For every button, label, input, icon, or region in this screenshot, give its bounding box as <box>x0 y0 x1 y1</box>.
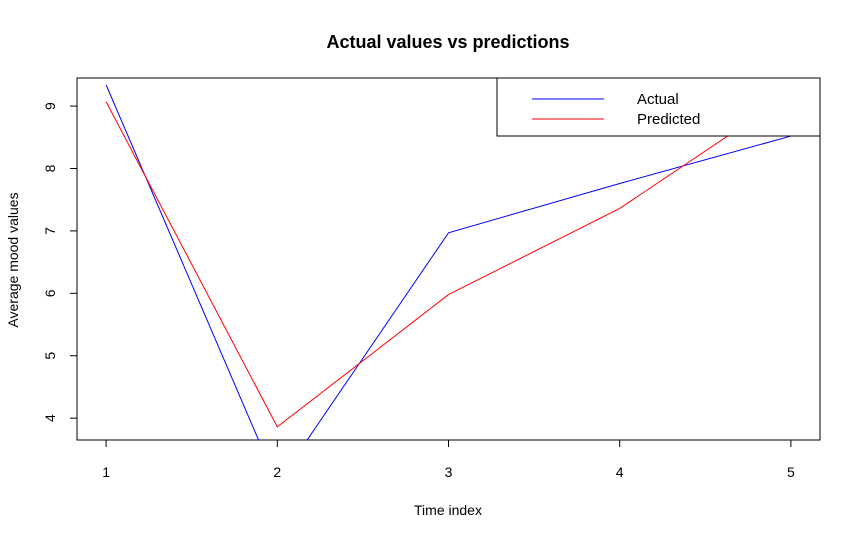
series-line-predicted <box>105 93 792 428</box>
x-axis-title: Time index <box>414 502 482 518</box>
y-tick-label: 5 <box>42 352 58 360</box>
legend-box <box>496 77 821 137</box>
x-tick-label: 4 <box>616 464 624 480</box>
y-tick-label: 9 <box>42 102 58 110</box>
x-tick-label: 3 <box>445 464 453 480</box>
y-tick-label: 4 <box>42 414 58 422</box>
legend-label-predicted: Predicted <box>637 111 700 128</box>
series-line-actual <box>105 84 792 440</box>
legend-label-actual: Actual <box>637 91 679 108</box>
legend: Actual Predicted <box>496 77 821 137</box>
y-axis: 4 5 6 7 8 9 <box>42 102 78 422</box>
series-lines <box>105 84 792 440</box>
y-axis-title: Average mood values <box>5 192 21 327</box>
x-tick-label: 5 <box>787 464 795 480</box>
y-tick-label: 6 <box>42 289 58 297</box>
chart-title: Actual values vs predictions <box>326 32 569 52</box>
y-tick-label: 8 <box>42 164 58 172</box>
x-tick-label: 2 <box>273 464 281 480</box>
y-tick-label: 7 <box>42 227 58 235</box>
x-axis: 1 2 3 4 5 <box>102 439 795 480</box>
x-tick-label: 1 <box>102 464 110 480</box>
